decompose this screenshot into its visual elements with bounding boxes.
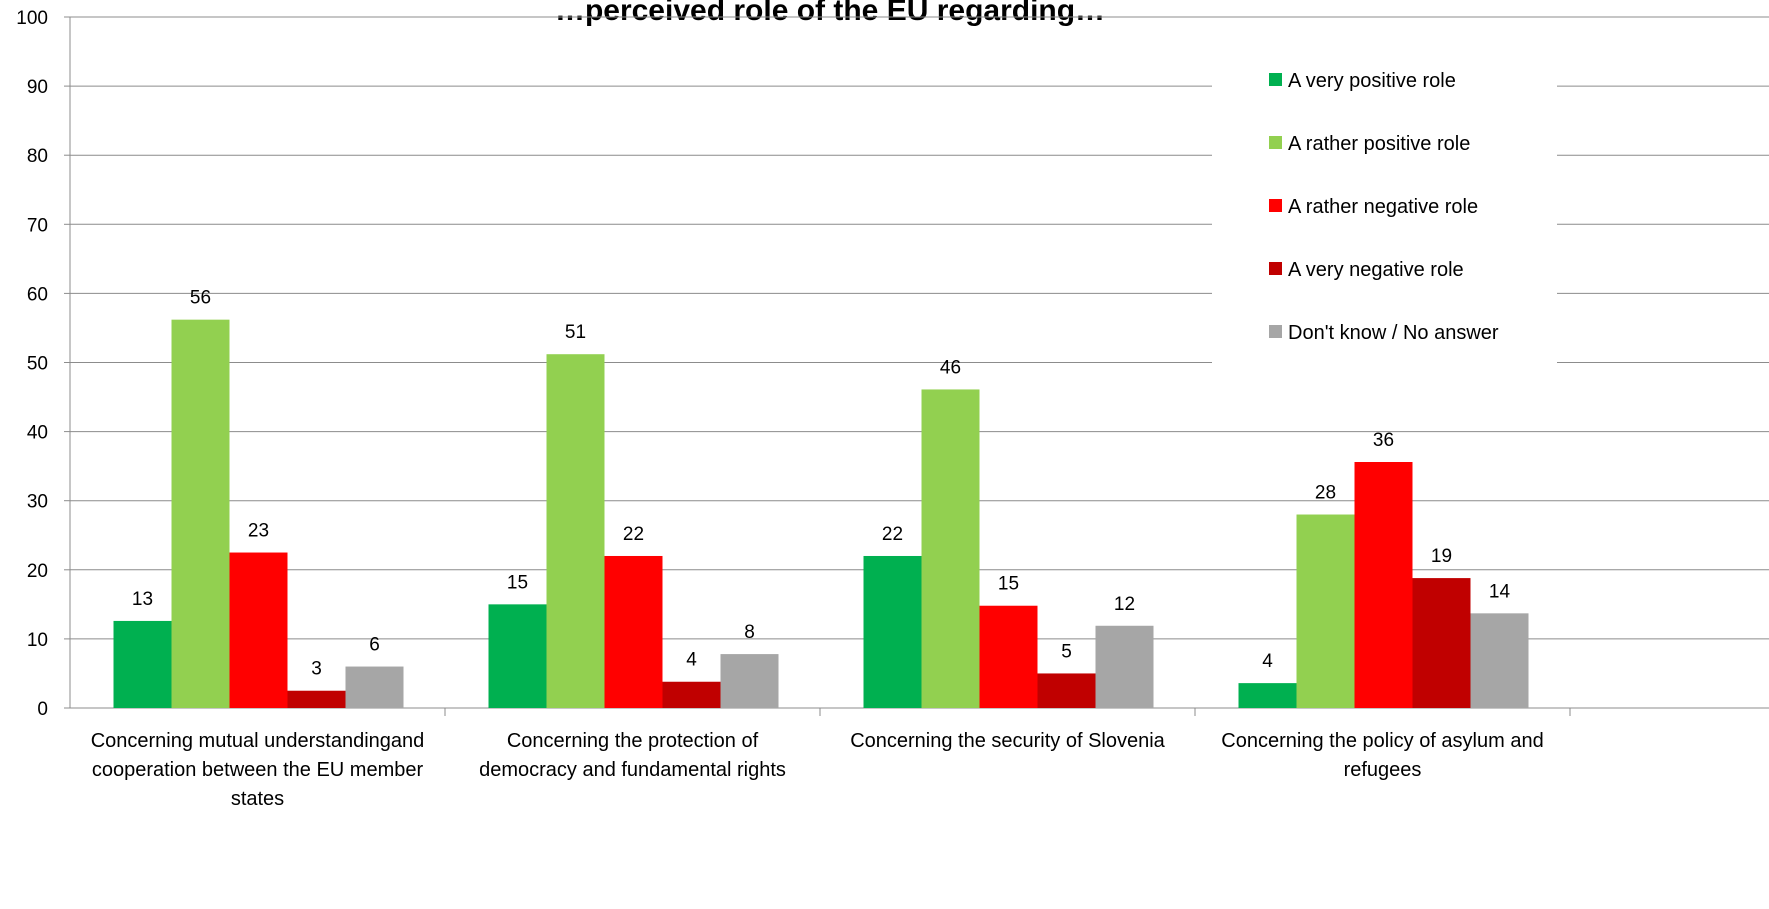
legend-swatch: [1269, 199, 1282, 212]
legend-label: A very positive role: [1288, 70, 1456, 92]
data-label: 19: [1431, 546, 1452, 567]
data-label: 12: [1114, 594, 1135, 615]
bar: [662, 681, 721, 708]
legend-label: Don't know / No answer: [1288, 322, 1499, 344]
data-label: 46: [940, 357, 961, 378]
bar: [863, 555, 922, 708]
bar: [1296, 514, 1355, 708]
y-tick-label: 80: [27, 146, 48, 167]
data-label: 56: [190, 288, 211, 309]
legend-swatch: [1269, 325, 1282, 338]
data-label: 15: [507, 572, 528, 593]
bar: [171, 319, 230, 708]
data-label: 5: [1061, 641, 1072, 662]
data-label: 15: [998, 574, 1019, 595]
x-category-label: Concerning the protection of: [507, 730, 759, 752]
x-category-label: refugees: [1344, 759, 1422, 781]
data-label: 4: [686, 650, 697, 671]
bar: [287, 690, 346, 708]
data-label: 14: [1489, 581, 1511, 602]
bar: [1238, 683, 1297, 708]
legend-box: [1212, 50, 1557, 375]
bar: [1470, 613, 1529, 708]
legend: A very positive role A rather positive ro…: [1269, 70, 1499, 344]
bar: [345, 666, 404, 708]
data-label: 22: [882, 524, 903, 545]
data-label: 3: [311, 659, 322, 680]
axes: 0 10 20 30 40 50 60 70 80 90 100 Concerning mutual …: [16, 8, 1769, 810]
data-label: 51: [565, 322, 586, 343]
bar: [604, 555, 663, 708]
bars: [113, 319, 1529, 708]
y-tick-label: 10: [27, 630, 48, 651]
y-tick-label: 50: [27, 354, 48, 375]
y-tick-label: 40: [27, 423, 48, 444]
y-tick-label: 0: [37, 699, 48, 720]
data-label: 22: [623, 524, 644, 545]
legend-swatch: [1269, 73, 1282, 86]
bar: [720, 654, 779, 708]
x-category-label: Concerning the security of Slovenia: [850, 730, 1165, 752]
y-tick-label: 30: [27, 492, 48, 513]
x-category-label: Concerning the policy of asylum and: [1221, 730, 1543, 752]
legend-label: A rather positive role: [1288, 133, 1470, 155]
data-label: 36: [1373, 430, 1394, 451]
x-category-label: states: [231, 788, 284, 810]
bar: [546, 354, 605, 708]
y-tick-label: 90: [27, 77, 48, 98]
legend-label: A very negative role: [1288, 259, 1464, 281]
bar: [1095, 625, 1154, 708]
x-category-label: cooperation between the EU member: [92, 759, 424, 781]
bar: [113, 620, 172, 708]
bar: [229, 552, 288, 708]
y-tick-label: 100: [16, 8, 48, 29]
data-label: 23: [248, 521, 269, 542]
data-label: 6: [369, 635, 380, 656]
bar: [1412, 578, 1471, 708]
bar: [1354, 462, 1413, 708]
bar: [488, 604, 547, 708]
y-tick-label: 70: [27, 215, 48, 236]
data-label: 8: [744, 622, 755, 643]
legend-background: [1212, 50, 1557, 375]
legend-label: A rather negative role: [1288, 196, 1478, 218]
bar: [921, 389, 980, 708]
bar: [979, 605, 1038, 708]
legend-swatch: [1269, 262, 1282, 275]
data-label: 28: [1315, 483, 1336, 504]
data-label: 4: [1262, 651, 1273, 672]
x-category-label: Concerning mutual understandingand: [91, 730, 425, 752]
y-tick-label: 60: [27, 284, 48, 305]
data-label: 13: [132, 589, 153, 610]
chart-title: …perceived role of the EU regarding…: [555, 0, 1105, 27]
bar: [1037, 673, 1096, 708]
y-tick-label: 20: [27, 561, 48, 582]
legend-swatch: [1269, 136, 1282, 149]
x-category-label: democracy and fundamental rights: [479, 759, 786, 781]
